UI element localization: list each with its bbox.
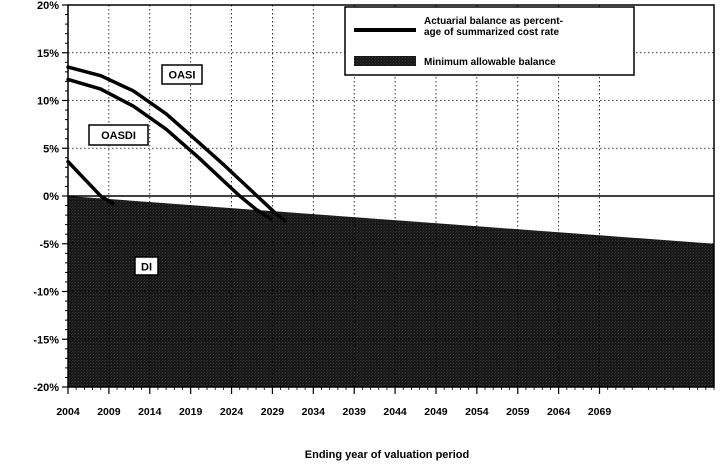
legend-entry-2: Minimum allowable balance [424, 57, 556, 68]
legend-entry-1-line-1: Actuarial balance as percent- [424, 16, 563, 27]
oasi-label-text: OASI [169, 70, 196, 82]
series-line-oasi [66, 65, 287, 223]
series-line-oasdi [66, 77, 273, 221]
y-axis-ticks: 20% 15% 10% 5% 0% -5% -10% -15% -20% [33, 0, 68, 394]
legend-entry-1-line-2: age of summarized cost rate [424, 27, 559, 38]
legend-shaded-swatch [354, 56, 416, 66]
x-tick-label-2024: 2024 [220, 406, 244, 418]
x-tick-label-2014: 2014 [138, 406, 162, 418]
x-axis-ticks: 2004 2009 2014 2019 2024 2029 2034 2039 2044 2049… [56, 387, 715, 418]
x-tick-label-2059: 2059 [506, 406, 530, 418]
di-label: DI [134, 256, 159, 276]
oasdi-label-text: OASDI [101, 130, 136, 142]
x-tick-label-2009: 2009 [97, 406, 121, 418]
x-tick-label-2049: 2049 [424, 406, 448, 418]
x-tick-label-2029: 2029 [261, 406, 285, 418]
x-tick-label-2034: 2034 [302, 406, 326, 418]
oasdi-label: OASDI [88, 124, 149, 146]
series-line-di [66, 159, 115, 206]
x-tick-label-2039: 2039 [343, 406, 367, 418]
y-tick-label--5: -5% [39, 239, 59, 251]
x-tick-label-2064: 2064 [547, 406, 571, 418]
di-label-text: DI [141, 262, 152, 274]
y-tick-label--10: -10% [33, 287, 59, 299]
x-tick-label-2044: 2044 [383, 406, 407, 418]
x-tick-label-2019: 2019 [179, 406, 203, 418]
x-tick-label-2054: 2054 [465, 406, 489, 418]
y-tick-label-10: 10% [37, 96, 59, 108]
y-tick-label--20: -20% [33, 382, 59, 394]
legend: Actuarial balance as percent- age of sum… [344, 6, 635, 76]
y-tick-label-5: 5% [43, 143, 59, 155]
y-tick-label-15: 15% [37, 48, 59, 60]
oasi-label: OASI [161, 64, 203, 85]
x-tick-label-2069: 2069 [588, 406, 612, 418]
x-axis-label: Ending year of valuation period [305, 449, 469, 461]
y-tick-label-20: 20% [37, 0, 59, 12]
x-tick-label-2004: 2004 [56, 406, 80, 418]
series-lines [66, 65, 287, 223]
y-tick-label-0: 0% [43, 191, 59, 203]
y-tick-label--15: -15% [33, 334, 59, 346]
